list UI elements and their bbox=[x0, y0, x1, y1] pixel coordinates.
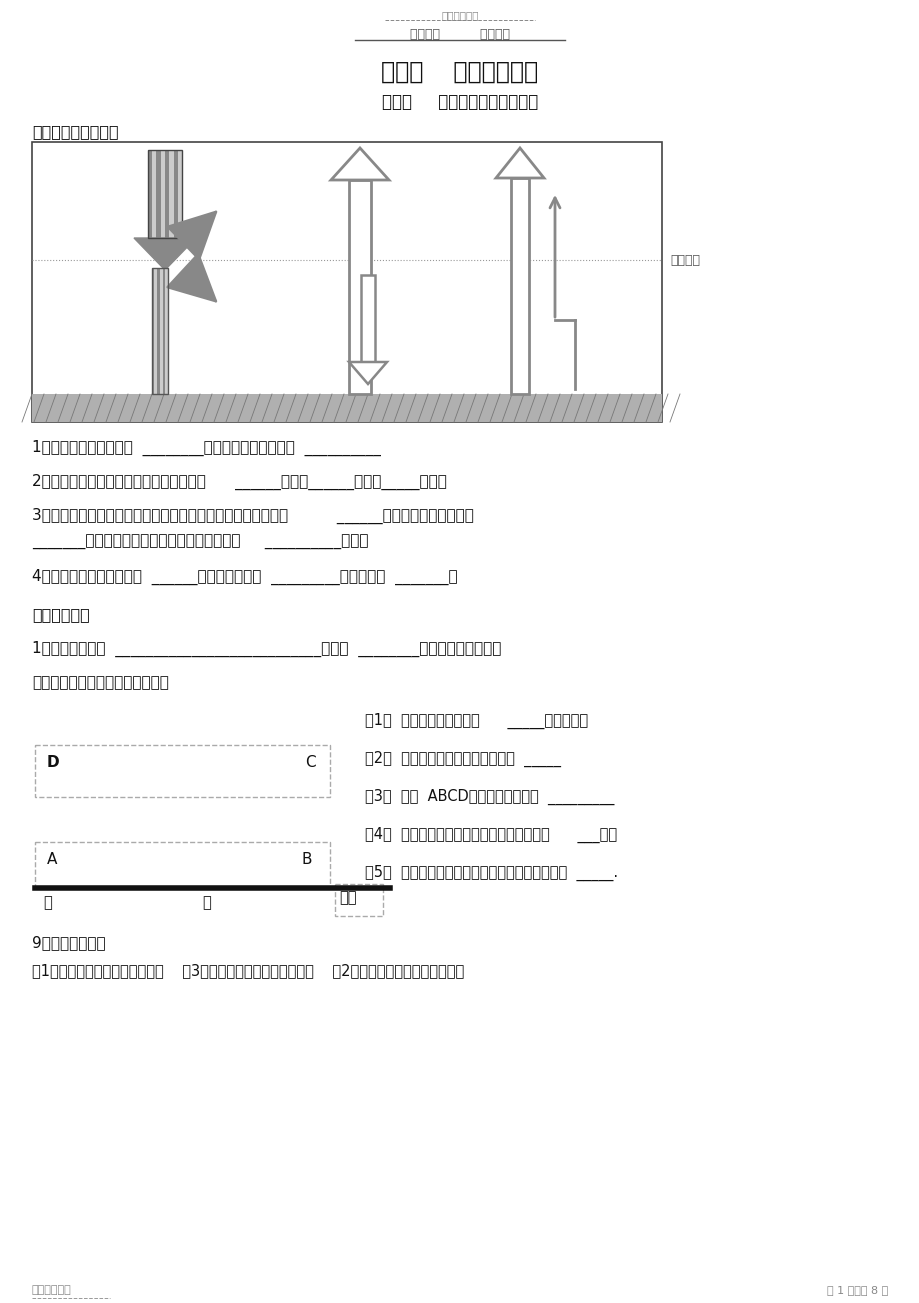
Text: （2）  同一地点，海拔越高，气压越  _____: （2） 同一地点，海拔越高，气压越 _____ bbox=[365, 751, 561, 767]
Bar bbox=[156, 150, 161, 238]
Text: A: A bbox=[47, 852, 57, 866]
Text: D: D bbox=[47, 754, 60, 770]
Bar bbox=[152, 268, 168, 394]
Text: （1）  左图气压类型是针对      _____方向而言的: （1） 左图气压类型是针对 _____方向而言的 bbox=[365, 713, 587, 730]
Bar bbox=[35, 745, 330, 797]
Bar bbox=[148, 150, 182, 238]
Text: （4）  等压面向高空凸，表示水平面对应的是      ___压。: （4） 等压面向高空凸，表示水平面对应的是 ___压。 bbox=[365, 827, 617, 843]
Bar bbox=[152, 268, 154, 394]
Text: 第 1 页，共 8 页: 第 1 页，共 8 页 bbox=[826, 1285, 887, 1295]
Bar bbox=[160, 268, 163, 394]
Text: （3）  比较  ABCD地点的气压的高低  _________: （3） 比较 ABCD地点的气压的高低 _________ bbox=[365, 790, 614, 805]
Bar bbox=[163, 268, 165, 394]
Text: （5）  同一垂直方向上，近地面和高空的气压类型  _____.: （5） 同一垂直方向上，近地面和高空的气压类型 _____. bbox=[365, 865, 618, 881]
Text: 请用图示意热力环流的形成过程。: 请用图示意热力环流的形成过程。 bbox=[32, 675, 169, 691]
Text: 4、一天当中太阳辐射最强  ______、地面辐射最强  _________、温度最强  _______。: 4、一天当中太阳辐射最强 ______、地面辐射最强 _________、温度最… bbox=[32, 569, 457, 585]
Text: 1、大气受热的直接热源  ________，大气受热的根本热源  __________: 1、大气受热的直接热源 ________，大气受热的根本热源 _________… bbox=[32, 440, 380, 456]
Text: 二、热力环流: 二、热力环流 bbox=[32, 607, 90, 622]
Polygon shape bbox=[331, 149, 389, 180]
Bar bbox=[148, 150, 152, 238]
Text: 2、大气对太阳辐射的削弱作用主要表现在      ______作用、______作用、_____作用。: 2、大气对太阳辐射的削弱作用主要表现在 ______作用、______作用、__… bbox=[32, 474, 447, 490]
Text: 冷: 冷 bbox=[43, 895, 51, 909]
Text: 名师归纳总结: 名师归纳总结 bbox=[32, 1285, 72, 1295]
Bar bbox=[348, 180, 370, 394]
Text: 热: 热 bbox=[202, 895, 210, 909]
Bar bbox=[154, 268, 157, 394]
Text: 1、热力环流是指  ___________________________，它是  ________运动最简单的形式。: 1、热力环流是指 ___________________________，它是 … bbox=[32, 641, 501, 657]
Text: 一、大气的受热过程: 一、大气的受热过程 bbox=[32, 124, 119, 139]
Bar bbox=[169, 150, 174, 238]
Text: C: C bbox=[305, 754, 315, 770]
Bar bbox=[174, 150, 177, 238]
Text: 大气上界: 大气上界 bbox=[669, 254, 699, 267]
Polygon shape bbox=[348, 362, 387, 384]
Text: 3、大气对地面的保温作用：主要表现在大气在增温的同时产生          ______辐射，其中绝大部分以: 3、大气对地面的保温作用：主要表现在大气在增温的同时产生 ______辐射，其中… bbox=[32, 508, 473, 524]
Text: _______辐射方式把热量还给地面，对地面起到     __________作用。: _______辐射方式把热量还给地面，对地面起到 __________作用。 bbox=[32, 536, 369, 550]
Bar bbox=[152, 150, 156, 238]
Bar bbox=[35, 842, 330, 887]
Polygon shape bbox=[134, 238, 196, 270]
Text: 9、热力环流实例: 9、热力环流实例 bbox=[32, 936, 106, 950]
Text: 学习必备          欢迎下载: 学习必备 欢迎下载 bbox=[410, 27, 509, 40]
Bar bbox=[360, 275, 375, 362]
Text: 精选学习资料: 精选学习资料 bbox=[441, 10, 478, 20]
Bar bbox=[32, 394, 662, 422]
Bar bbox=[165, 150, 169, 238]
Bar bbox=[157, 268, 160, 394]
Bar bbox=[161, 150, 165, 238]
Text: （1）请用图示意海陆风的形成。    （3）请用图示意山谷风的形成。    （2）请用图示意城市风的形成。: （1）请用图示意海陆风的形成。 （3）请用图示意山谷风的形成。 （2）请用图示意… bbox=[32, 963, 464, 979]
Text: B: B bbox=[301, 852, 312, 866]
Text: 地面: 地面 bbox=[338, 890, 357, 906]
Bar bbox=[177, 150, 182, 238]
Bar bbox=[510, 179, 528, 394]
Polygon shape bbox=[495, 149, 543, 179]
Bar bbox=[32, 142, 662, 422]
Bar bbox=[165, 268, 168, 394]
Bar bbox=[335, 883, 382, 916]
Text: 第二章    地球上的大气: 第二章 地球上的大气 bbox=[381, 60, 538, 83]
Text: 第一节     冷热不均引起大气运动: 第一节 冷热不均引起大气运动 bbox=[381, 93, 538, 111]
